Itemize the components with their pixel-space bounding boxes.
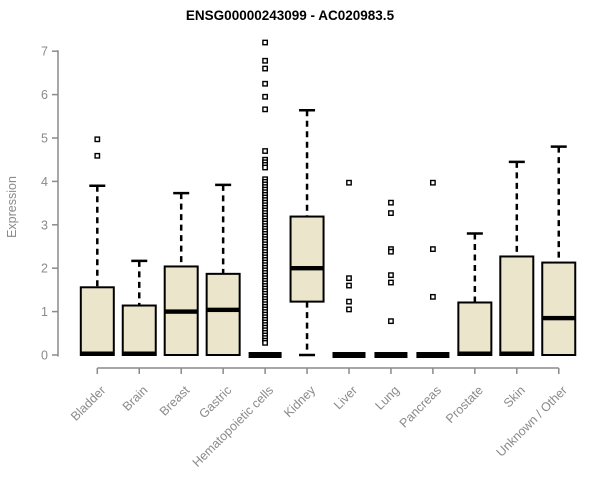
median-breast xyxy=(164,309,198,314)
y-axis-title: Expression xyxy=(5,176,19,238)
box-collapsed-liver xyxy=(332,352,366,358)
outlier-point-hematopoietic-cells xyxy=(262,80,268,87)
outlier-point-liver xyxy=(346,298,352,305)
outlier-point-lung xyxy=(388,210,394,216)
outlier-point-liver xyxy=(346,275,352,282)
box-collapsed-pancreas xyxy=(416,352,450,358)
median-skin xyxy=(500,351,534,356)
y-tick-label-7: 7 xyxy=(41,45,48,59)
outlier-point-liver xyxy=(346,282,352,289)
x-tick-label-liver: Liver xyxy=(331,383,360,412)
outlier-point-lung xyxy=(388,272,394,279)
outlier-point-bladder xyxy=(94,152,101,159)
box-unknown-other xyxy=(541,261,577,357)
outlier-point-hematopoietic-cells xyxy=(262,106,268,113)
outlier-point-pancreas xyxy=(430,179,436,186)
x-tick-label-pancreas: Pancreas xyxy=(397,383,444,430)
outlier-point-lung xyxy=(388,279,394,286)
median-gastric xyxy=(206,307,240,313)
x-tick-label-gastric: Gastric xyxy=(196,383,234,421)
outlier-point-lung xyxy=(388,318,394,325)
y-tick-label-2: 2 xyxy=(41,262,48,276)
chart-title: ENSG00000243099 - AC020983.5 xyxy=(185,8,395,23)
median-bladder xyxy=(80,351,114,356)
outlier-point-liver xyxy=(346,306,352,313)
outlier-point-hematopoietic-cells xyxy=(262,164,268,171)
outlier-point-pancreas xyxy=(430,246,436,253)
box-kidney xyxy=(289,215,325,303)
y-tick-label-3: 3 xyxy=(41,218,48,232)
y-tick-label-0: 0 xyxy=(41,349,48,363)
outlier-point-hematopoietic-cells xyxy=(262,148,268,154)
x-tick-label-kidney: Kidney xyxy=(281,383,318,420)
x-tick-label-lung: Lung xyxy=(373,383,403,413)
box-collapsed-lung xyxy=(374,352,408,358)
median-brain xyxy=(122,351,156,356)
outlier-point-liver xyxy=(346,179,352,186)
outlier-point-hematopoietic-cells xyxy=(262,93,268,100)
outlier-point-hematopoietic-cells xyxy=(262,39,268,46)
y-tick-label-1: 1 xyxy=(41,305,48,319)
outlier-point-hematopoietic-cells xyxy=(262,65,268,72)
box-skin xyxy=(499,255,535,356)
median-prostate xyxy=(458,351,492,356)
outlier-point-lung xyxy=(388,248,394,255)
box-bladder xyxy=(79,286,115,356)
x-tick-label-prostate: Prostate xyxy=(443,383,486,426)
x-tick-label-skin: Skin xyxy=(501,383,528,410)
outlier-point-bladder xyxy=(94,136,101,143)
y-tick-label-6: 6 xyxy=(41,88,48,102)
outlier-point-hematopoietic-cells xyxy=(262,57,268,64)
box-prostate xyxy=(457,301,493,356)
y-tick-label-5: 5 xyxy=(41,132,48,146)
outlier-point-hematopoietic-cells xyxy=(262,339,268,346)
box-collapsed-hematopoietic-cells xyxy=(248,352,282,358)
x-tick-label-unknown-other: Unknown / Other xyxy=(494,383,570,459)
x-tick-label-bladder: Bladder xyxy=(68,383,108,423)
median-unknown-other xyxy=(542,315,576,321)
x-tick-label-breast: Breast xyxy=(157,383,193,419)
y-tick-label-4: 4 xyxy=(41,175,48,189)
box-gastric xyxy=(205,272,241,357)
x-tick-label-brain: Brain xyxy=(120,383,151,414)
outlier-point-lung xyxy=(388,199,394,206)
outlier-point-pancreas xyxy=(430,293,436,300)
x-tick-label-hematopoietic-cells: Hematopoietic cells xyxy=(190,383,277,470)
median-kidney xyxy=(290,266,324,271)
box-brain xyxy=(121,304,157,356)
